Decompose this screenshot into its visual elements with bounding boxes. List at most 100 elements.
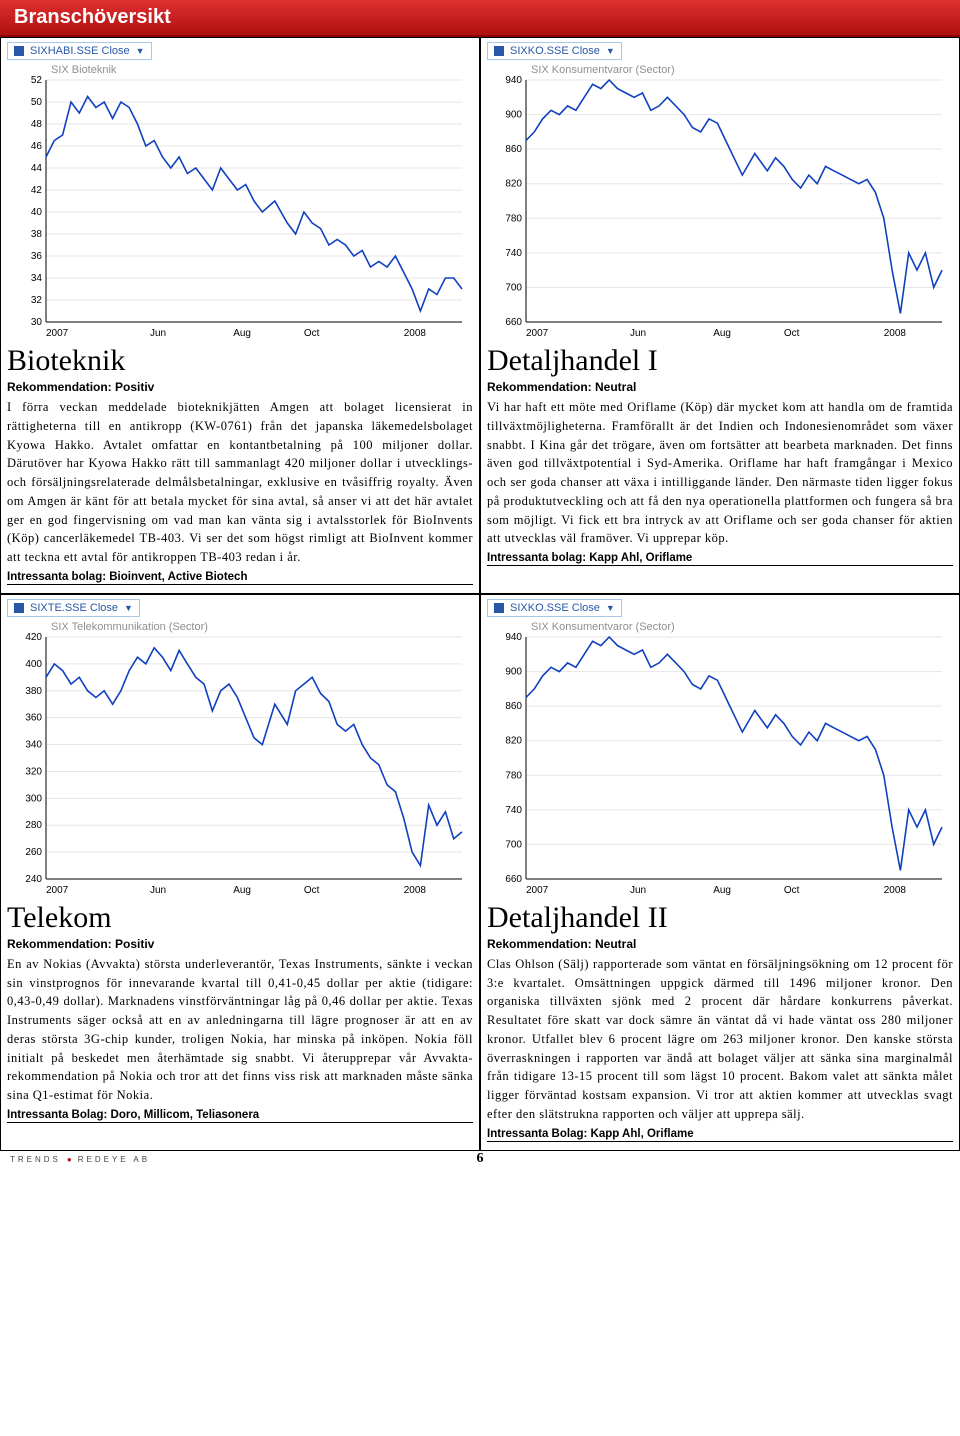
svg-text:36: 36 (31, 251, 43, 262)
svg-text:340: 340 (25, 739, 42, 750)
dropdown-color-icon (494, 46, 504, 56)
svg-text:740: 740 (505, 805, 522, 816)
svg-text:Jun: Jun (630, 885, 646, 896)
chart-title: SIX Telekommunikation (Sector) (51, 621, 208, 633)
svg-text:Jun: Jun (150, 328, 166, 339)
dropdown-color-icon (14, 603, 24, 613)
svg-text:50: 50 (31, 97, 43, 108)
body-text: Clas Ohlson (Sälj) rapporterade som vänt… (487, 955, 953, 1124)
interesting-companies: Intressanta bolag: Kapp Ahl, Oriflame (487, 552, 953, 566)
svg-text:660: 660 (505, 874, 522, 885)
svg-text:40: 40 (31, 207, 43, 218)
svg-text:860: 860 (505, 701, 522, 712)
svg-text:420: 420 (25, 632, 42, 643)
svg-text:2008: 2008 (404, 885, 427, 896)
section-title: Bioteknik (7, 344, 473, 378)
svg-text:Jun: Jun (150, 885, 166, 896)
svg-text:34: 34 (31, 273, 43, 284)
svg-text:900: 900 (505, 666, 522, 677)
section-title: Detaljhandel II (487, 901, 953, 935)
dropdown-label: SIXTE.SSE Close (30, 602, 118, 614)
chart-title: SIX Konsumentvaror (Sector) (531, 64, 675, 76)
svg-text:740: 740 (505, 248, 522, 259)
svg-text:700: 700 (505, 839, 522, 850)
svg-text:Jun: Jun (630, 328, 646, 339)
svg-text:400: 400 (25, 659, 42, 670)
svg-text:780: 780 (505, 770, 522, 781)
svg-text:260: 260 (25, 847, 42, 858)
svg-text:360: 360 (25, 712, 42, 723)
section-title: Detaljhandel I (487, 344, 953, 378)
recommendation: Rekommendation: Positiv (7, 380, 473, 394)
svg-text:Oct: Oct (304, 885, 320, 896)
svg-text:380: 380 (25, 686, 42, 697)
chart-telekom: 240 260 280 300 320 340 360 380 400 420 2007 Jun Aug… (7, 619, 473, 899)
svg-text:44: 44 (31, 163, 43, 174)
svg-text:2007: 2007 (46, 885, 69, 896)
chart-bioteknik: 3032343638404244464850522007JunAugOct200… (7, 62, 473, 342)
svg-text:52: 52 (31, 75, 43, 86)
dropdown-label: SIXHABI.SSE Close (30, 45, 130, 57)
svg-text:320: 320 (25, 766, 42, 777)
cell-detalj2: SIXKO.SSE Close ▼ 660 700 740 780 820 860 900 9… (480, 594, 960, 1151)
svg-text:300: 300 (25, 793, 42, 804)
body-text: Vi har haft ett möte med Oriflame (Köp) … (487, 398, 953, 548)
svg-text:46: 46 (31, 141, 43, 152)
chart-detalj2: 6607007407808208609009402007JunAugOct200… (487, 619, 953, 899)
svg-text:2008: 2008 (404, 328, 427, 339)
dropdown-color-icon (494, 603, 504, 613)
svg-text:30: 30 (31, 317, 43, 328)
svg-text:2007: 2007 (526, 885, 549, 896)
dropdown-telekom[interactable]: SIXTE.SSE Close ▼ (7, 599, 140, 617)
footer: TRENDS ● REDEYE AB 6 (0, 1151, 960, 1168)
svg-text:Oct: Oct (304, 328, 320, 339)
svg-text:32: 32 (31, 295, 43, 306)
dropdown-color-icon (14, 46, 24, 56)
svg-text:2007: 2007 (46, 328, 69, 339)
svg-text:2007: 2007 (526, 328, 549, 339)
chevron-down-icon: ▼ (606, 603, 615, 613)
footer-trends: TRENDS (10, 1155, 61, 1164)
section-title: Telekom (7, 901, 473, 935)
svg-text:700: 700 (505, 282, 522, 293)
svg-text:42: 42 (31, 185, 43, 196)
svg-text:280: 280 (25, 820, 42, 831)
dropdown-bioteknik[interactable]: SIXHABI.SSE Close ▼ (7, 42, 152, 60)
dropdown-detalj2[interactable]: SIXKO.SSE Close ▼ (487, 599, 622, 617)
svg-text:2008: 2008 (884, 328, 907, 339)
svg-text:Aug: Aug (233, 885, 251, 896)
chart-title: SIX Konsumentvaror (Sector) (531, 621, 675, 633)
svg-text:820: 820 (505, 179, 522, 190)
dropdown-detalj1[interactable]: SIXKO.SSE Close ▼ (487, 42, 622, 60)
svg-text:860: 860 (505, 144, 522, 155)
cell-detalj1: SIXKO.SSE Close ▼ 6607007407808208609009… (480, 37, 960, 594)
body-text: I förra veckan meddelade bioteknikjätten… (7, 398, 473, 567)
footer-separator-icon: ● (67, 1155, 72, 1164)
dropdown-label: SIXKO.SSE Close (510, 45, 600, 57)
svg-text:38: 38 (31, 229, 43, 240)
svg-text:240: 240 (25, 874, 42, 885)
footer-redeye: REDEYE AB (78, 1155, 150, 1164)
page-header: Branschöversikt (0, 0, 960, 37)
page-number: 6 (477, 1151, 484, 1167)
interesting-companies: Intressanta Bolag: Kapp Ahl, Oriflame (487, 1128, 953, 1142)
svg-text:940: 940 (505, 632, 522, 643)
chevron-down-icon: ▼ (136, 46, 145, 56)
recommendation: Rekommendation: Positiv (7, 937, 473, 951)
svg-text:820: 820 (505, 735, 522, 746)
cell-telekom: SIXTE.SSE Close ▼ 240 260 280 300 320 340 360 3… (0, 594, 480, 1151)
chevron-down-icon: ▼ (606, 46, 615, 56)
svg-text:780: 780 (505, 213, 522, 224)
svg-text:2008: 2008 (884, 885, 907, 896)
svg-text:660: 660 (505, 317, 522, 328)
svg-text:Aug: Aug (713, 885, 731, 896)
svg-text:Aug: Aug (713, 328, 731, 339)
cell-bioteknik: SIXHABI.SSE Close ▼ 30323436384042444648… (0, 37, 480, 594)
recommendation: Rekommendation: Neutral (487, 937, 953, 951)
dropdown-label: SIXKO.SSE Close (510, 602, 600, 614)
svg-text:900: 900 (505, 110, 522, 121)
svg-text:Oct: Oct (784, 328, 800, 339)
interesting-companies: Intressanta Bolag: Doro, Millicom, Telia… (7, 1109, 473, 1123)
svg-text:Aug: Aug (233, 328, 251, 339)
recommendation: Rekommendation: Neutral (487, 380, 953, 394)
